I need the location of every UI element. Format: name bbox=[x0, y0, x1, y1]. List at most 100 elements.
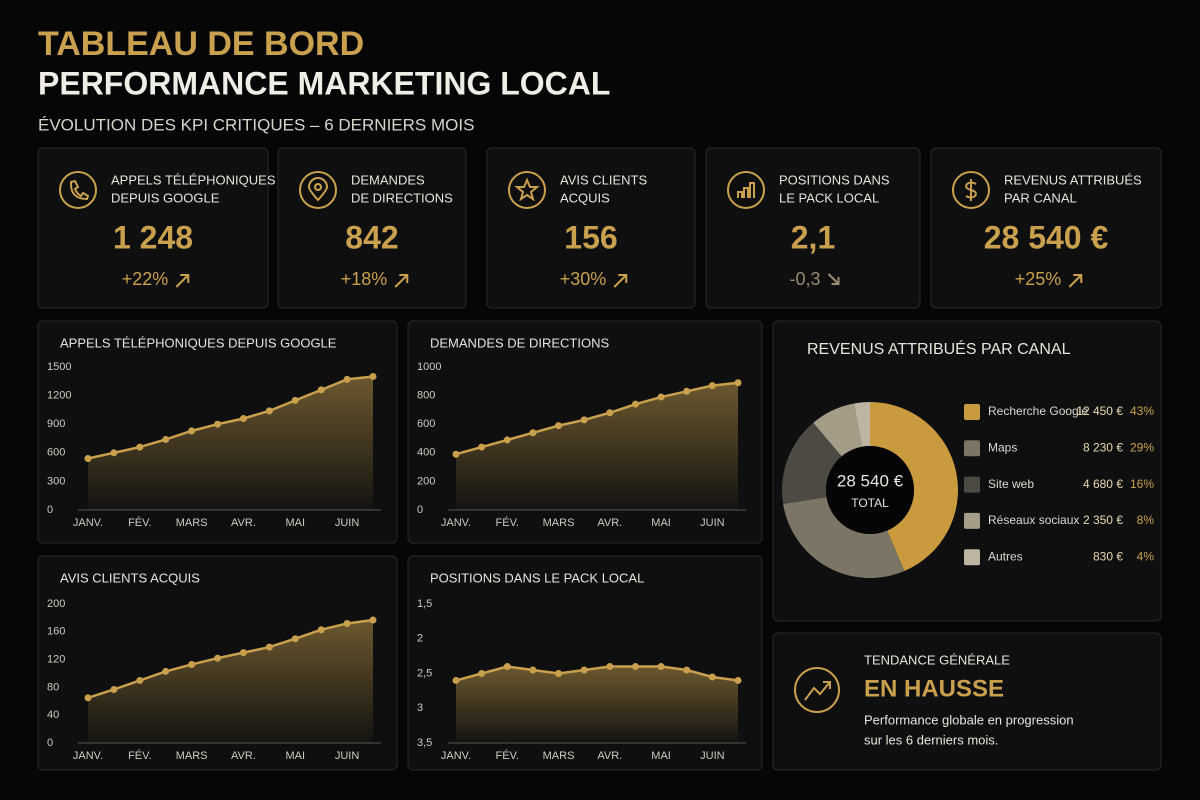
point bbox=[529, 429, 537, 437]
x-tick-label: JANV. bbox=[73, 750, 103, 762]
y-tick-label: 200 bbox=[417, 475, 435, 487]
kpi-icon-glyph bbox=[69, 179, 90, 201]
point bbox=[478, 670, 486, 677]
point bbox=[239, 649, 247, 657]
legend-share: 29% bbox=[1130, 440, 1154, 454]
kpi-label: ACQUIS bbox=[560, 190, 610, 205]
point bbox=[734, 379, 742, 387]
trend-label: TENDANCE GÉNÉRALE bbox=[864, 652, 1010, 667]
area bbox=[456, 382, 738, 510]
x-tick-label: JANV. bbox=[441, 750, 471, 762]
kpi-label: DEMANDES bbox=[351, 172, 425, 187]
x-tick-label: AVR. bbox=[597, 517, 622, 529]
kpi-trend-arrow bbox=[175, 274, 190, 288]
point bbox=[265, 407, 273, 415]
x-tick-label: AVR. bbox=[231, 750, 256, 762]
kpi-icon bbox=[59, 171, 97, 209]
kpi-change: +25% bbox=[1015, 269, 1062, 289]
point bbox=[478, 443, 486, 451]
legend-value: 8 230 € bbox=[1083, 440, 1123, 454]
legend-label: Site web bbox=[988, 477, 1034, 491]
point bbox=[503, 436, 511, 444]
x-tick-label: AVR. bbox=[231, 517, 256, 529]
legend-swatch bbox=[964, 440, 980, 457]
point bbox=[657, 393, 665, 401]
kpi-label: DE DIRECTIONS bbox=[351, 190, 453, 205]
donut-center-label: TOTAL bbox=[851, 496, 889, 510]
legend-value: 2 350 € bbox=[1083, 513, 1123, 527]
point bbox=[317, 386, 325, 394]
legend-label: Recherche Google bbox=[988, 404, 1088, 418]
point bbox=[110, 449, 118, 457]
kpi-change: -0,3 bbox=[789, 269, 820, 289]
point bbox=[343, 375, 351, 383]
legend-value: 830 € bbox=[1093, 549, 1123, 563]
kpi-trend-arrow bbox=[1068, 274, 1083, 288]
legend-label: Réseaux sociaux bbox=[988, 513, 1079, 527]
kpi-trend-arrow bbox=[613, 274, 628, 288]
kpi-icon-glyph bbox=[307, 177, 329, 202]
kpi-cards: APPELS TÉLÉPHONIQUES DEPUIS GOOGLE 1 248 +2… bbox=[37, 147, 1162, 309]
line bbox=[455, 665, 739, 682]
kpi-trend-arrow bbox=[394, 274, 409, 288]
x-tick-label: JANV. bbox=[73, 517, 103, 529]
trend-status: EN HAUSSE bbox=[864, 675, 1004, 702]
y-tick-label: 600 bbox=[417, 418, 435, 430]
kpi-label: LE PACK LOCAL bbox=[779, 190, 879, 205]
donut-slice bbox=[782, 422, 842, 504]
chart-title: AVIS CLIENTS ACQUIS bbox=[60, 570, 200, 585]
kpi-change: +30% bbox=[560, 269, 607, 289]
y-tick-label: 40 bbox=[47, 709, 59, 721]
legend-swatch bbox=[964, 404, 980, 420]
point bbox=[580, 666, 588, 674]
y-tick-label: 600 bbox=[47, 447, 65, 459]
point bbox=[452, 676, 460, 684]
area bbox=[88, 619, 373, 743]
y-tick-label: 3,5 bbox=[417, 737, 432, 749]
point bbox=[452, 450, 460, 458]
y-tick-label: 400 bbox=[417, 447, 435, 459]
point bbox=[162, 667, 170, 675]
dashboard-title: TABLEAU DE BORD bbox=[38, 25, 364, 63]
x-tick-label: MAI bbox=[285, 750, 305, 762]
y-tick-label: 160 bbox=[47, 626, 65, 638]
dashboard-caption: ÉVOLUTION DES KPI CRITIQUES – 6 DERNIERS… bbox=[38, 115, 474, 134]
chart-title: DEMANDES DE DIRECTIONS bbox=[430, 335, 609, 350]
legend-share: 16% bbox=[1130, 477, 1154, 491]
y-tick-label: 0 bbox=[47, 504, 53, 516]
trend-icon bbox=[794, 667, 840, 713]
y-tick-label: 1500 bbox=[47, 361, 71, 373]
trend-text: Performance globale en progression bbox=[864, 712, 1074, 727]
legend-value: 4 680 € bbox=[1083, 477, 1123, 491]
x-tick-label: FÉV. bbox=[128, 749, 151, 762]
point bbox=[214, 420, 222, 428]
kpi-card bbox=[705, 147, 921, 309]
dashboard-subtitle: PERFORMANCE MARKETING LOCAL bbox=[38, 65, 610, 101]
point bbox=[317, 626, 325, 634]
legend-swatch bbox=[964, 476, 980, 493]
legend-share: 43% bbox=[1130, 404, 1154, 418]
kpi-value: 28 540 € bbox=[984, 219, 1109, 255]
kpi-icon-glyph bbox=[514, 177, 540, 202]
point bbox=[84, 455, 92, 463]
y-tick-label: 80 bbox=[47, 681, 59, 693]
line bbox=[87, 618, 374, 700]
point bbox=[529, 666, 537, 674]
point bbox=[734, 676, 742, 684]
point bbox=[631, 663, 639, 671]
kpi-label: AVIS CLIENTS bbox=[560, 172, 648, 187]
line bbox=[87, 375, 374, 460]
chart-title: REVENUS ATTRIBUÉS PAR CANAL bbox=[807, 339, 1071, 358]
x-tick-label: JUIN bbox=[700, 517, 725, 529]
point bbox=[188, 660, 196, 668]
legend-swatch bbox=[964, 549, 980, 566]
point bbox=[503, 663, 511, 671]
point bbox=[555, 670, 563, 677]
point bbox=[708, 673, 716, 681]
point bbox=[239, 414, 247, 422]
point bbox=[369, 373, 377, 381]
y-tick-label: 1200 bbox=[47, 390, 71, 402]
chart-title: APPELS TÉLÉPHONIQUES DEPUIS GOOGLE bbox=[60, 335, 337, 350]
donut-center-value: 28 540 € bbox=[837, 471, 904, 490]
